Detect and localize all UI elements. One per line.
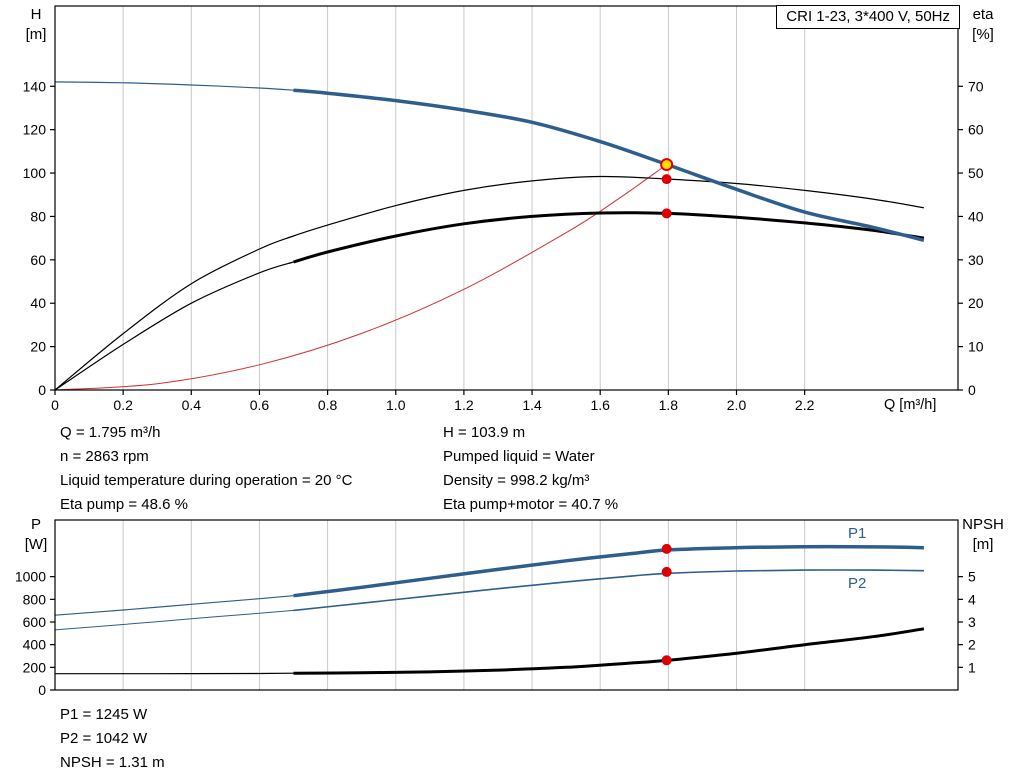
left-axis-tick-label: 100 [23, 165, 47, 181]
h-axis-label-unit: [m] [25, 26, 47, 43]
plot-border [54, 519, 959, 691]
p-axis-label-symbol: P [30, 516, 41, 533]
eta-axis-label: eta [%] [958, 5, 1008, 45]
curve-p1 [54, 595, 294, 616]
plot-border [54, 5, 959, 391]
right-axis-tick-label: 5 [968, 569, 976, 585]
x-axis-tick-label: 1.0 [386, 397, 406, 413]
speed-text: n = 2863 rpm [60, 448, 149, 465]
eta-pump-motor-point [661, 208, 672, 219]
h-axis-label: H [m] [16, 5, 56, 45]
duty-head-text: H = 103.9 m [443, 424, 526, 441]
left-axis-tick-label: 400 [23, 637, 47, 653]
series-label-p2: P2 [848, 575, 866, 592]
curve-eta-pump-motor [293, 211, 925, 264]
liquid-temperature-text: Liquid temperature during operation = 20… [60, 472, 353, 489]
eta-axis-label-unit: [%] [972, 26, 994, 43]
p2-point [661, 566, 672, 577]
duty-flow-text: Q = 1.795 m³/h [60, 424, 161, 441]
left-axis-tick-label: 600 [23, 614, 47, 630]
left-axis-tick-label: 1000 [15, 569, 46, 585]
left-axis-tick-label: 0 [38, 682, 46, 698]
right-axis-tick-label: 2 [968, 637, 976, 653]
left-axis-tick-label: 0 [38, 382, 46, 398]
right-axis-tick-label: 0 [968, 382, 976, 398]
x-axis-tick-label: 1.2 [454, 397, 474, 413]
curve-p1 [293, 544, 924, 598]
p-axis-label-unit: [W] [24, 536, 48, 553]
right-axis-tick-label: 50 [968, 165, 984, 181]
x-axis-tick-label: 0 [51, 397, 59, 413]
left-axis-tick-label: 800 [23, 591, 47, 607]
eta-axis-label-symbol: eta [972, 6, 994, 23]
curve-npsh [293, 627, 925, 675]
curve-eta-pump-motor [54, 261, 294, 391]
p2-text: P2 = 1042 W [60, 730, 148, 747]
p-axis-label: P [W] [16, 515, 56, 555]
x-axis-tick-label: 0.4 [182, 397, 202, 413]
x-axis-tick-label: 2.0 [727, 397, 747, 413]
series-label-p1: P1 [848, 525, 866, 542]
eta-pump-motor-text: Eta pump+motor = 40.7 % [443, 496, 619, 513]
duty-info-right: H = 103.9 m Pumped liquid = Water Densit… [443, 421, 618, 517]
left-axis-tick-label: 40 [30, 295, 46, 311]
power-info: P1 = 1245 W P2 = 1042 W NPSH = 1.31 m [60, 703, 165, 775]
eta-pump-point [661, 174, 672, 185]
left-axis-tick-label: 200 [23, 659, 47, 675]
density-text: Density = 998.2 kg/m³ [443, 472, 590, 489]
curve-npsh [55, 672, 294, 675]
right-axis-tick-label: 70 [968, 78, 984, 94]
duty-info-left: Q = 1.795 m³/h n = 2863 rpm Liquid tempe… [60, 421, 352, 517]
right-axis-tick-label: 3 [968, 614, 976, 630]
curve-qh-curve [293, 88, 925, 242]
x-axis-tick-label: 0.2 [113, 397, 133, 413]
power-npsh-chart: 0 200 400 600 800 1000 1 2 3 4 5 P1 P2 [15, 519, 976, 698]
h-axis-label-symbol: H [30, 6, 42, 23]
right-axis-tick-label: 60 [968, 122, 984, 138]
npsh-axis-label-symbol: NPSH [962, 516, 1004, 533]
q-axis-label: Q [m³/h] [884, 397, 937, 413]
qh-eta-chart: 0 20 40 60 80 100 120 140 0 10 20 30 40 50 60 70 0 0.2 0.4… [23, 5, 984, 413]
npsh-point [661, 655, 672, 666]
npsh-axis-label: NPSH [m] [958, 515, 1008, 555]
left-axis-tick-label: 120 [23, 122, 47, 138]
curve-qh-curve [54, 81, 294, 91]
right-axis-tick-label: 4 [968, 591, 976, 607]
right-axis-tick-label: 1 [968, 659, 976, 675]
curve-system-curve [54, 164, 667, 391]
right-axis-tick-label: 10 [968, 339, 984, 355]
pump-title-box: CRI 1-23, 3*400 V, 50Hz [776, 5, 960, 29]
curve-p2 [54, 609, 294, 631]
right-axis-tick-label: 30 [968, 252, 984, 268]
eta-pump-text: Eta pump = 48.6 % [60, 496, 188, 513]
p1-text: P1 = 1245 W [60, 706, 148, 723]
x-axis-tick-label: 1.4 [522, 397, 542, 413]
pumped-liquid-text: Pumped liquid = Water [443, 448, 595, 465]
x-axis-tick-label: 0.6 [250, 397, 270, 413]
right-axis-tick-label: 20 [968, 295, 984, 311]
x-axis-tick-label: 2.2 [795, 397, 815, 413]
left-axis-tick-label: 80 [30, 208, 46, 224]
x-axis-tick-label: 1.6 [590, 397, 610, 413]
npsh-text: NPSH = 1.31 m [60, 754, 165, 771]
duty-point [660, 158, 674, 172]
curve-eta-pump [54, 175, 925, 391]
curve-p2 [293, 569, 924, 612]
left-axis-tick-label: 140 [23, 78, 47, 94]
p1-point [661, 543, 672, 554]
x-axis-tick-label: 0.8 [318, 397, 338, 413]
right-axis-tick-label: 40 [968, 208, 984, 224]
left-axis-tick-label: 20 [30, 339, 46, 355]
npsh-axis-label-unit: [m] [972, 536, 994, 553]
x-axis-tick-label: 1.8 [659, 397, 679, 413]
left-axis-tick-label: 60 [30, 252, 46, 268]
